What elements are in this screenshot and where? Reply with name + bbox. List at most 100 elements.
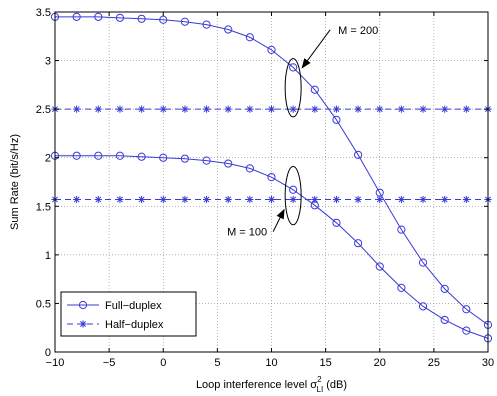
series-line-0 [55, 16, 489, 326]
x-tick-label: 10 [265, 357, 277, 369]
series-2-point [462, 105, 470, 113]
series-3-point [267, 195, 276, 204]
x-tick-label: 25 [428, 357, 440, 369]
series-3-point [159, 195, 167, 204]
star-stroke [160, 106, 167, 113]
y-tick-label: 1 [45, 250, 51, 262]
series-1-point [115, 151, 125, 160]
series-2-point [116, 105, 124, 113]
star-stroke [398, 106, 405, 113]
series-0-point [354, 150, 363, 159]
star-stroke [290, 106, 297, 113]
series-0-point [115, 13, 125, 22]
series-0-point [440, 284, 449, 293]
series-0-point [94, 12, 103, 21]
series-3-point [462, 195, 470, 204]
series-0-point [245, 33, 254, 42]
series-3-point [397, 195, 405, 204]
series-3-point [181, 195, 189, 204]
series-3-point [224, 195, 232, 204]
series-0-point [224, 25, 233, 34]
x-tick-label: 15 [320, 357, 332, 369]
series-2-point [289, 105, 297, 113]
x-tick-label: −5 [103, 357, 116, 369]
series-3-point [289, 195, 297, 204]
series-0-point [418, 258, 428, 267]
annotation-arrow-m100 [272, 208, 285, 232]
series-1-point [202, 156, 211, 165]
series-3-point [311, 195, 319, 204]
star-stroke [441, 196, 448, 203]
star-stroke [225, 106, 232, 113]
star-stroke [441, 106, 448, 113]
ellipse-m100 [284, 165, 302, 226]
series-2-point [397, 105, 405, 113]
series-0-point [137, 14, 146, 23]
x-tick-label: 0 [160, 357, 166, 369]
star-stroke [268, 106, 275, 113]
series-2-point [441, 105, 449, 113]
series-2-point [376, 105, 384, 113]
series-3-point [354, 195, 362, 204]
star-stroke [117, 196, 123, 203]
star-stroke [225, 196, 232, 203]
star-stroke [95, 106, 102, 113]
series-1-point [289, 185, 298, 194]
series-1-point [224, 159, 233, 168]
star-stroke [138, 106, 145, 113]
star-stroke [95, 196, 102, 203]
series-0-point [267, 45, 276, 54]
x-tick-label: 5 [214, 357, 220, 369]
star-stroke [73, 106, 80, 113]
series-3-point [419, 195, 427, 204]
star-stroke [181, 196, 188, 203]
y-tick-label: 0 [45, 347, 51, 359]
series-2-point [94, 105, 102, 113]
star-stroke [160, 196, 167, 203]
series-0-point [332, 115, 341, 124]
star-stroke [268, 196, 275, 203]
series-2-point [159, 105, 167, 113]
star-stroke [203, 106, 210, 113]
series-0-point [289, 63, 298, 72]
series-1-point [418, 302, 428, 311]
series-2-point [224, 105, 232, 113]
series-2-point [332, 105, 341, 113]
series-3-point [94, 195, 102, 204]
series-1-point [440, 315, 449, 325]
series-1-point [267, 173, 276, 182]
star-stroke [463, 196, 470, 203]
series-0-point [180, 17, 189, 26]
legend-label: Full−duplex [105, 300, 162, 312]
series-1-point [72, 151, 81, 160]
star-stroke [376, 106, 383, 113]
series-1-point [245, 164, 254, 173]
y-tick-label: 1.5 [36, 201, 51, 213]
star-stroke [355, 196, 362, 203]
series-1-point [332, 218, 341, 227]
series-2-point [267, 105, 276, 113]
y-tick-label: 2 [45, 153, 51, 165]
series-3-point [138, 195, 146, 204]
series-2-point [419, 105, 427, 113]
star-stroke [420, 196, 426, 203]
series-2-point [181, 105, 189, 113]
series-0-point [310, 85, 319, 94]
star-stroke [117, 106, 123, 113]
legend-box [60, 291, 197, 337]
series-2-point [73, 105, 81, 113]
series-3-point [73, 195, 81, 204]
star-stroke [420, 106, 426, 113]
series-3-point [376, 195, 384, 204]
y-tick-label: 3 [45, 56, 51, 68]
series-2-point [311, 105, 319, 113]
annotation-arrow-m200 [301, 29, 331, 69]
y-tick-label: 2.5 [36, 104, 51, 116]
series-3-point [332, 195, 341, 204]
star-stroke [290, 196, 297, 203]
star-stroke [355, 106, 362, 113]
star-stroke [80, 321, 86, 327]
series-0-point [159, 15, 168, 24]
legend-marker [78, 300, 88, 310]
series-2-point [138, 105, 146, 113]
